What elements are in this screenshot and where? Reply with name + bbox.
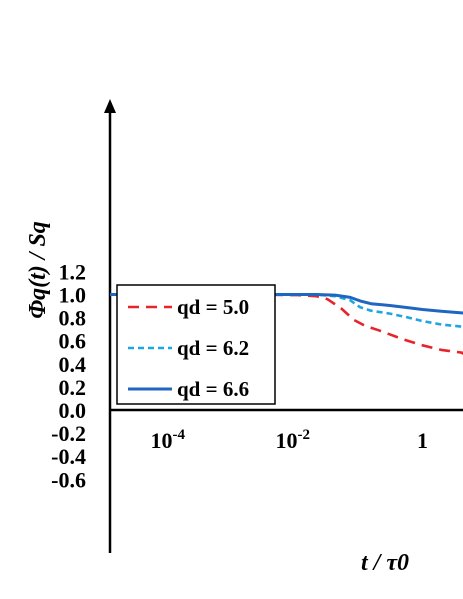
x-tick-exponent: -2 [298, 427, 311, 443]
y-axis-arrow-icon [104, 99, 116, 113]
legend: qd = 5.0 qd = 6.2 qd = 6.6 [116, 284, 276, 405]
x-tick-label: 10-2 [276, 427, 311, 453]
y-tick-label: 1.2 [59, 259, 87, 284]
y-tick-label: 0.2 [59, 375, 87, 400]
y-tick-label: 0.6 [59, 329, 87, 354]
y-axis-title: Φq(t) / Sq [25, 221, 51, 319]
x-tick-base: 10 [151, 428, 173, 453]
legend-label: qd = 6.2 [177, 336, 249, 360]
y-tick-label: 1.0 [59, 283, 87, 308]
y-tick-label: 0.4 [59, 352, 87, 377]
x-tick-exponent: -4 [173, 427, 186, 443]
x-tick-label: 1 [417, 428, 428, 453]
x-tick-base: 10 [276, 428, 298, 453]
y-tick-label: 0.0 [59, 398, 87, 423]
y-tick-label: 0.8 [59, 306, 87, 331]
y-tick-label: -0.6 [51, 467, 86, 492]
legend-box [116, 284, 276, 405]
y-tick-labels: 1.21.00.80.60.40.20.0-0.2-0.4-0.6 [51, 259, 86, 492]
y-tick-label: -0.2 [51, 421, 86, 446]
legend-label: qd = 5.0 [177, 295, 249, 319]
legend-label: qd = 6.6 [177, 377, 249, 401]
y-tick-label: -0.4 [51, 444, 86, 469]
x-tick-label: 10-4 [151, 427, 186, 453]
x-axis-title: t / τ0 [361, 550, 409, 576]
x-tick-labels: 10-4 10-2 1 [151, 427, 429, 453]
